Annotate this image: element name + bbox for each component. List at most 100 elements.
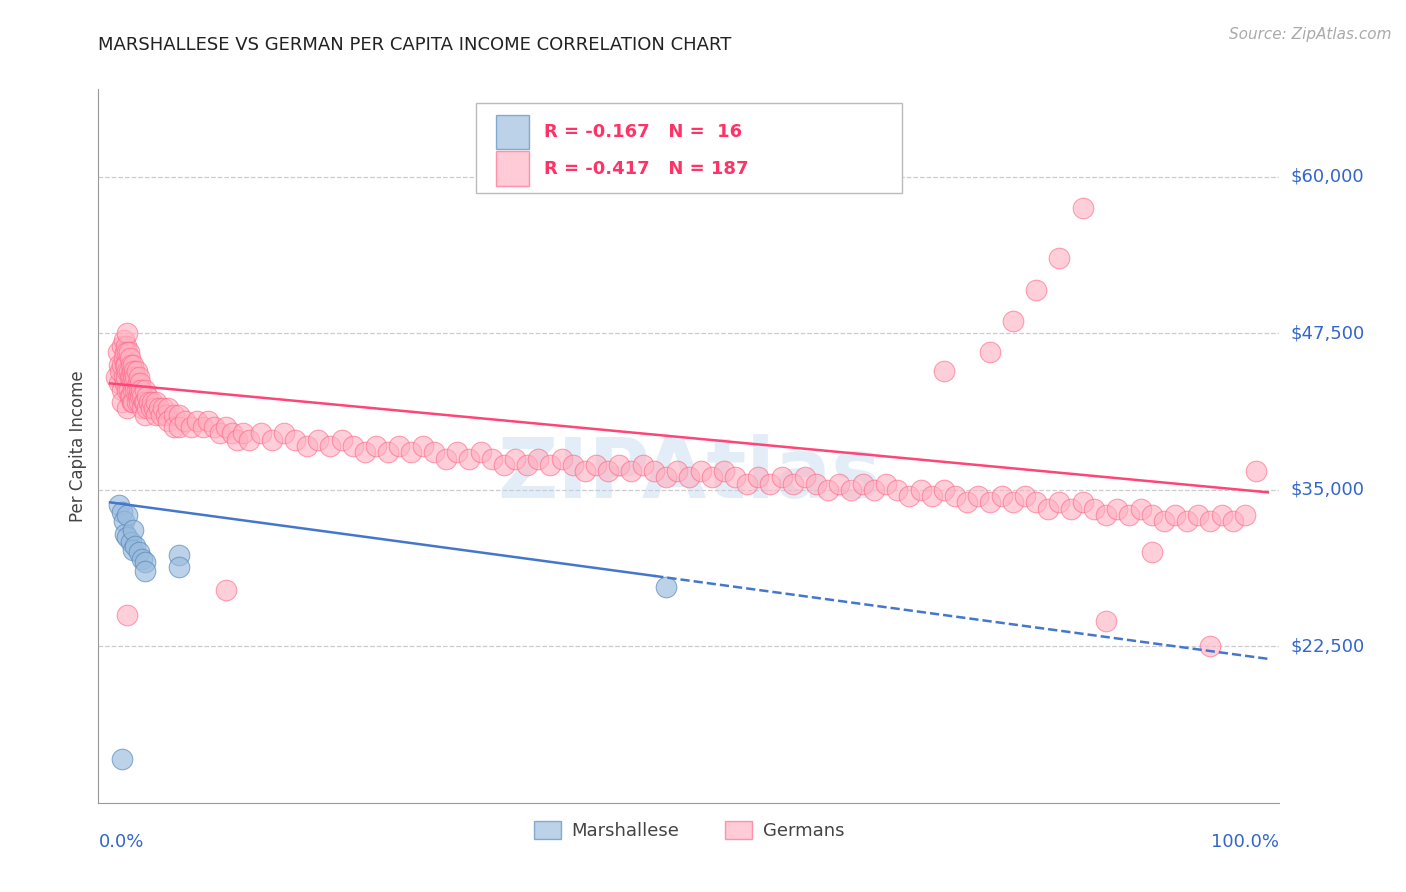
Point [124, 376, 146, 391]
Text: $60,000: $60,000 [1291, 168, 1364, 186]
Point [643, 464, 665, 478]
Point [120, 370, 142, 384]
Point [169, 420, 191, 434]
Point [136, 389, 159, 403]
Point [117, 326, 139, 341]
Point [759, 476, 782, 491]
Text: MARSHALLESE VS GERMAN PER CAPITA INCOME CORRELATION CHART: MARSHALLESE VS GERMAN PER CAPITA INCOME … [98, 36, 731, 54]
Point [134, 564, 156, 578]
Point [169, 560, 191, 574]
Point [273, 426, 295, 441]
Point [1140, 545, 1163, 559]
Point [1071, 201, 1094, 215]
Point [446, 445, 468, 459]
Point [117, 401, 139, 416]
Point [118, 370, 141, 384]
Point [215, 582, 238, 597]
Text: 0.0%: 0.0% [98, 833, 143, 851]
Point [110, 505, 132, 519]
Point [124, 383, 146, 397]
Point [238, 433, 260, 447]
Point [284, 433, 307, 447]
Point [202, 420, 225, 434]
Point [134, 383, 156, 397]
Point [118, 389, 141, 403]
Point [122, 383, 145, 397]
Point [806, 476, 828, 491]
Point [129, 376, 152, 391]
Point [330, 433, 353, 447]
Point [897, 489, 920, 503]
Point [1187, 508, 1209, 522]
Point [134, 556, 156, 570]
Point [932, 364, 955, 378]
Point [108, 376, 131, 391]
Point [120, 358, 142, 372]
Point [655, 581, 678, 595]
Point [817, 483, 839, 497]
Point [1094, 614, 1116, 628]
Point [110, 383, 132, 397]
Point [139, 401, 162, 416]
Point [1036, 501, 1059, 516]
Point [538, 458, 561, 472]
Legend: Marshallese, Germans: Marshallese, Germans [526, 814, 852, 847]
Point [120, 535, 142, 549]
Point [232, 426, 254, 441]
Point [115, 339, 138, 353]
Point [124, 364, 146, 378]
Point [458, 451, 481, 466]
Point [226, 433, 249, 447]
Point [700, 470, 723, 484]
Y-axis label: Per Capita Income: Per Capita Income [69, 370, 87, 522]
Point [169, 548, 191, 562]
Point [104, 370, 127, 384]
Point [666, 464, 689, 478]
Point [550, 451, 572, 466]
Point [117, 364, 139, 378]
Point [122, 395, 145, 409]
Point [1222, 514, 1244, 528]
Point [655, 470, 678, 484]
Point [114, 376, 136, 391]
Point [125, 383, 148, 397]
Point [125, 395, 148, 409]
Point [1175, 514, 1198, 528]
Text: 100.0%: 100.0% [1212, 833, 1279, 851]
Point [1233, 508, 1256, 522]
Point [107, 345, 129, 359]
Point [782, 476, 804, 491]
Point [145, 408, 167, 422]
Point [516, 458, 538, 472]
Point [839, 483, 862, 497]
Point [295, 439, 318, 453]
Point [967, 489, 990, 503]
Point [399, 445, 422, 459]
Point [585, 458, 607, 472]
Point [108, 498, 131, 512]
Point [943, 489, 966, 503]
Point [129, 383, 152, 397]
Point [114, 358, 136, 372]
Point [1199, 640, 1222, 654]
Point [169, 408, 191, 422]
Point [191, 420, 214, 434]
Text: $47,500: $47,500 [1291, 325, 1365, 343]
Point [793, 470, 815, 484]
FancyBboxPatch shape [496, 152, 530, 186]
Point [134, 395, 156, 409]
Point [724, 470, 747, 484]
Point [828, 476, 851, 491]
Point [1246, 464, 1268, 478]
Point [131, 551, 153, 566]
Point [149, 408, 172, 422]
Text: $22,500: $22,500 [1291, 637, 1365, 656]
Point [1107, 501, 1129, 516]
Point [620, 464, 643, 478]
Point [128, 395, 150, 409]
Point [114, 526, 136, 541]
Point [875, 476, 897, 491]
Point [152, 401, 174, 416]
Point [163, 420, 186, 434]
Point [956, 495, 979, 509]
